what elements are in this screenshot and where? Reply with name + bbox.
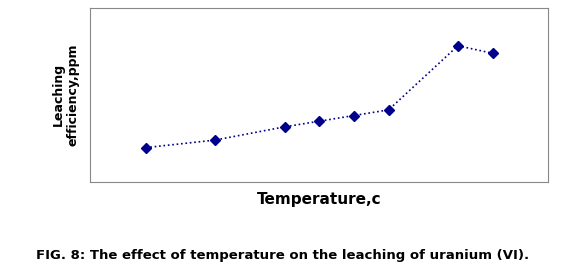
Y-axis label: Leaching
efficiency,ppm: Leaching efficiency,ppm — [52, 44, 80, 146]
X-axis label: Temperature,c: Temperature,c — [257, 192, 381, 207]
Text: FIG. 8: The effect of temperature on the leaching of uranium (VI).: FIG. 8: The effect of temperature on the… — [36, 249, 529, 262]
